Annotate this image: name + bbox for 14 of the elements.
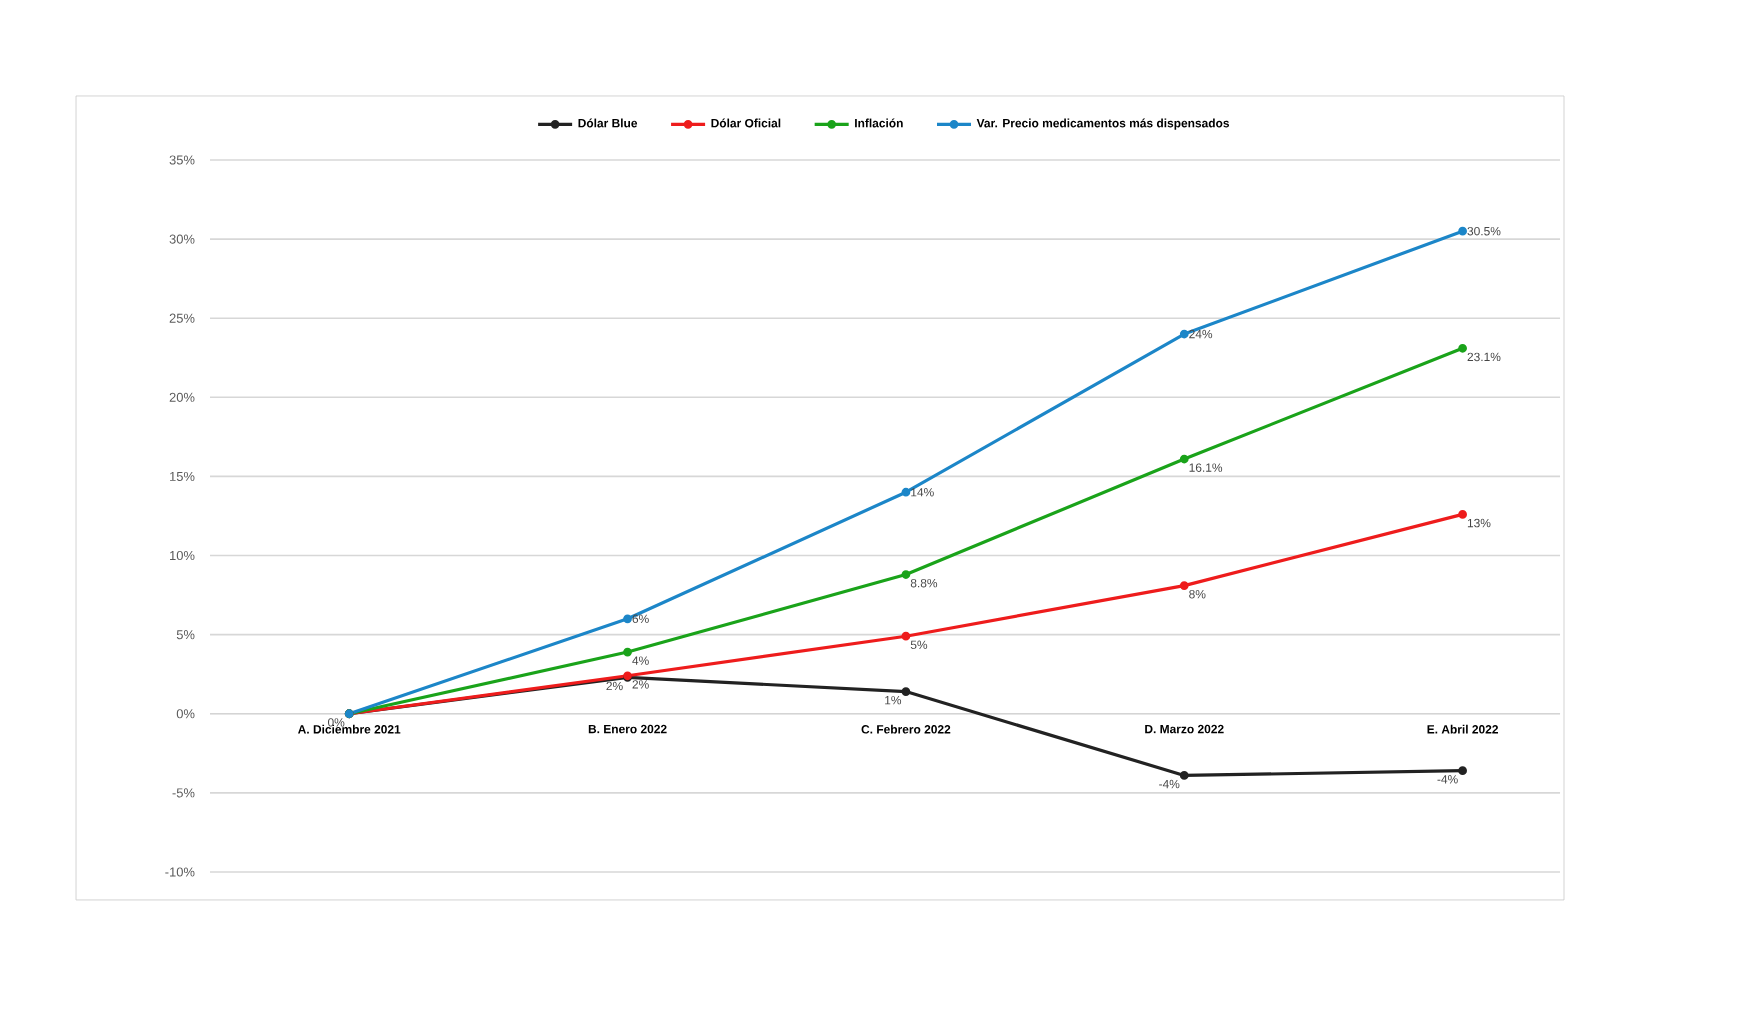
point bbox=[623, 647, 632, 657]
point bbox=[1179, 329, 1189, 339]
point bbox=[1458, 766, 1467, 776]
point bbox=[901, 631, 911, 641]
point bbox=[901, 687, 911, 696]
point bbox=[901, 570, 911, 579]
point bbox=[1179, 581, 1189, 590]
point bbox=[623, 614, 632, 624]
point bbox=[1179, 454, 1189, 464]
point bbox=[1458, 226, 1467, 236]
point bbox=[1458, 510, 1467, 519]
point bbox=[1458, 343, 1467, 353]
point bbox=[1179, 771, 1189, 780]
point bbox=[901, 487, 911, 497]
